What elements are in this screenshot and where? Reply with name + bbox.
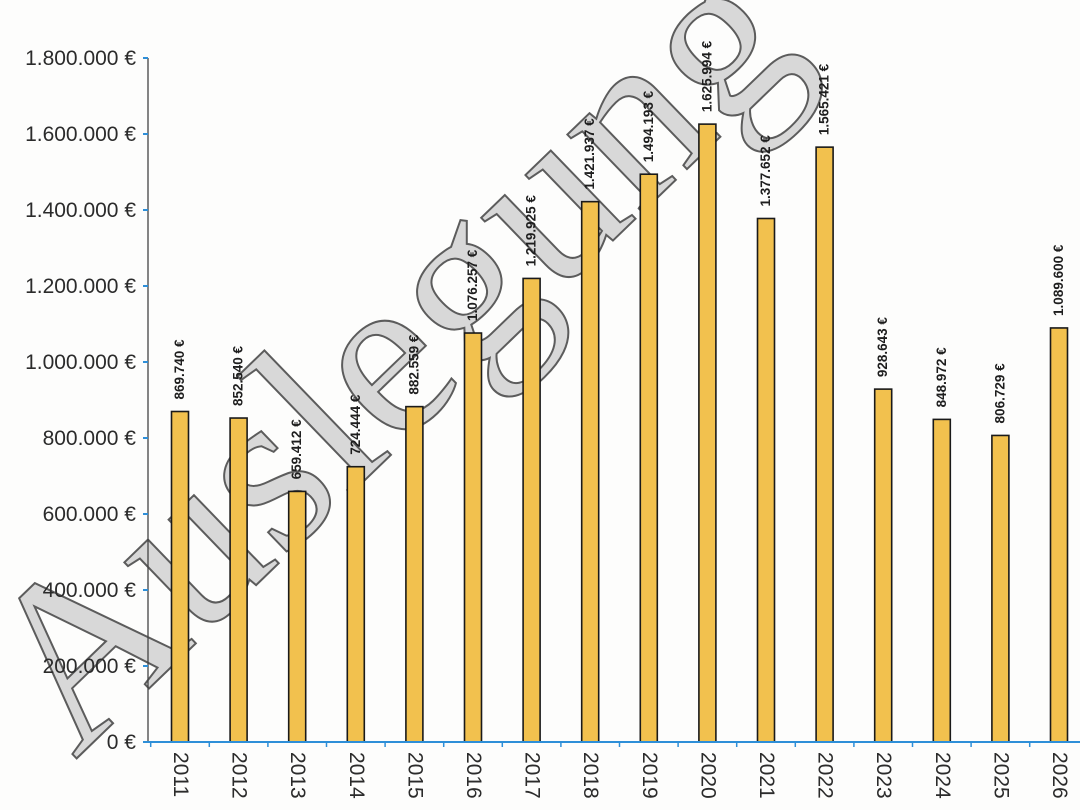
y-tick-label: 1.600.000 €: [25, 123, 136, 146]
bar-2026: [1049, 327, 1069, 743]
y-tick-label: 200.000 €: [43, 655, 137, 678]
data-label: 1.625.994 €: [699, 40, 714, 112]
x-tick-label: 2022: [814, 752, 837, 799]
bar-2025: [991, 434, 1010, 743]
bar-2021: [756, 217, 776, 743]
bar-2018: [580, 200, 600, 743]
bar-2011: [170, 410, 190, 743]
y-tick-label: 800.000 €: [43, 427, 137, 450]
data-label: 1.219.925 €: [524, 195, 539, 267]
x-tick-label: 2024: [931, 752, 954, 799]
data-label: 659.412 €: [289, 419, 304, 480]
x-tick-label: 2020: [696, 752, 719, 799]
x-tick-label: 2018: [579, 752, 602, 799]
data-label: 1.076.257 €: [465, 249, 480, 321]
data-label: 1.377.652 €: [758, 135, 773, 207]
x-tick-label: 2013: [286, 752, 309, 799]
x-axis: 2011 2012 2013 2014 2015 2016 2017 2018 2019 2020…: [148, 741, 1080, 799]
x-tick-label: 2023: [872, 752, 895, 799]
x-tick-label: 2015: [403, 752, 426, 799]
y-axis: 0 € 200.000 € 400.000 € 600.000 € 800.000 € 1…: [25, 47, 149, 754]
x-tick-label: 2017: [521, 752, 544, 799]
data-label: 1.089.600 €: [1051, 244, 1066, 316]
data-label: 1.421.937 €: [582, 118, 597, 190]
bar-2013: [287, 490, 307, 743]
data-label: 1.565.421 €: [817, 63, 832, 135]
x-tick-label: 2026: [1048, 752, 1071, 799]
x-tick-label: 2012: [228, 752, 251, 799]
bar-2012: [229, 417, 248, 743]
y-tick-label: 0 €: [107, 731, 137, 754]
bar-2019: [639, 173, 659, 743]
data-label: 724.444 €: [348, 394, 363, 455]
data-labels-group: 869.740 € 852.540 € 659.412 € 724.444 € 882.…: [172, 40, 1066, 479]
x-tick-label: 2016: [462, 752, 485, 799]
y-tick-label: 1.200.000 €: [25, 275, 136, 298]
bar-2015: [405, 405, 424, 743]
x-tick-label: 2025: [989, 752, 1012, 799]
data-label: 1.494.193 €: [641, 90, 656, 162]
data-label: 806.729 €: [992, 363, 1007, 424]
x-tick-label: 2019: [638, 752, 661, 799]
y-tick-label: 600.000 €: [43, 503, 137, 526]
data-label: 928.643 €: [875, 317, 890, 378]
y-tick-label: 1.800.000 €: [25, 47, 136, 70]
x-tick-label: 2014: [345, 752, 368, 799]
bar-2014: [346, 465, 366, 743]
y-tick-label: 400.000 €: [43, 579, 137, 602]
bar-2023: [873, 388, 893, 743]
bar-2024: [932, 418, 952, 743]
bar-2016: [463, 332, 483, 743]
y-tick-label: 1.400.000 €: [25, 199, 136, 222]
bar-2017: [522, 277, 541, 743]
data-label: 852.540 €: [231, 345, 246, 406]
data-label: 848.972 €: [934, 347, 949, 408]
bar-2022: [815, 146, 834, 743]
bar-2020: [698, 123, 717, 743]
x-tick-label: 2021: [755, 752, 778, 799]
x-tick-label: 2011: [169, 752, 192, 797]
y-tick-label: 1.000.000 €: [25, 351, 136, 374]
data-label: 869.740 €: [172, 339, 187, 400]
data-label: 882.559 €: [406, 334, 421, 395]
